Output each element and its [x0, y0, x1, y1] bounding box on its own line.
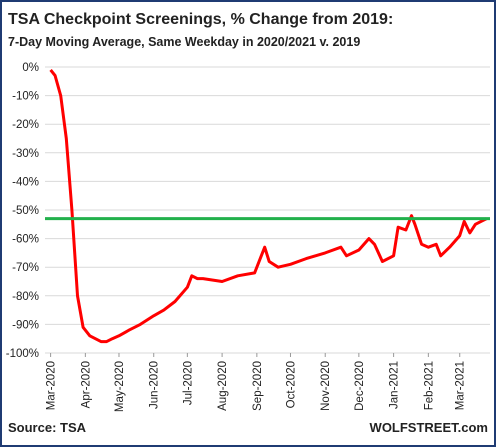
x-tick-label: May-2020 [114, 361, 126, 412]
y-tick-label: -20% [12, 119, 39, 131]
y-tick-label: -40% [12, 176, 39, 188]
chart-subtitle: 7-Day Moving Average, Same Weekday in 20… [8, 35, 360, 49]
x-tick-label: Nov-2020 [320, 361, 332, 411]
x-tick-label: Dec-2020 [354, 361, 366, 411]
y-tick-label: -60% [12, 234, 39, 246]
y-tick-label: -30% [12, 148, 39, 160]
x-tick-label: Feb-2021 [423, 361, 435, 410]
data-line [49, 68, 488, 344]
y-tick-label: -100% [6, 348, 39, 360]
x-tick-label: Apr-2020 [80, 361, 92, 408]
x-tick-label: Mar-2021 [455, 361, 467, 410]
y-tick-label: 0% [22, 62, 39, 74]
x-tick-label: Mar-2020 [46, 361, 58, 410]
chart-title: TSA Checkpoint Screenings, % Change from… [8, 11, 393, 28]
x-tick-label: Sep-2020 [252, 361, 264, 411]
y-tick-label: -80% [12, 291, 39, 303]
y-tick-label: -90% [12, 319, 39, 331]
x-tick-label: Jan-2021 [389, 361, 401, 409]
y-tick-label: -50% [12, 205, 39, 217]
x-tick-label: Jul-2020 [182, 361, 194, 405]
x-tick-label: Jun-2020 [149, 361, 161, 409]
y-tick-label: -10% [12, 91, 39, 103]
watermark: WOLFSTREET.com [370, 420, 488, 435]
x-tick-label: Oct-2020 [285, 361, 297, 408]
x-tick-label: Aug-2020 [217, 361, 229, 411]
y-tick-label: -70% [12, 262, 39, 274]
source: Source: TSA [8, 420, 87, 435]
